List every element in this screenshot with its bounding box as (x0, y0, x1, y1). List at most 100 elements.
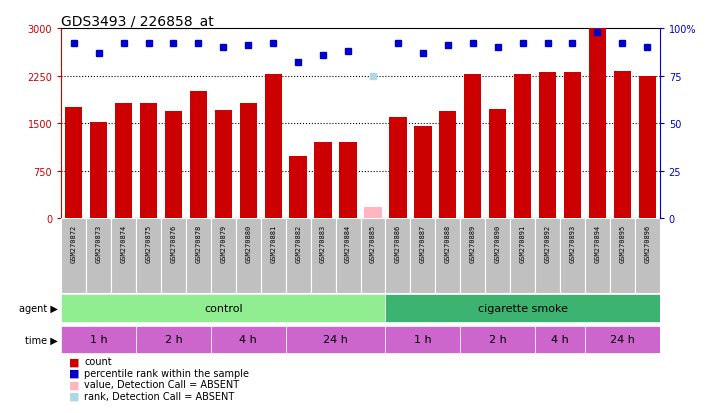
Bar (239, 104, 257, 219)
Bar (489, 109, 506, 219)
Bar (286, 326, 386, 354)
Text: ■: ■ (68, 380, 79, 389)
Bar (186, 219, 211, 293)
Bar (588, 29, 606, 219)
Bar (485, 219, 510, 293)
Bar (535, 219, 560, 293)
Bar (535, 326, 585, 354)
Text: 4 h: 4 h (239, 334, 257, 344)
Bar (61, 326, 136, 354)
Bar (460, 326, 535, 354)
Bar (340, 143, 357, 219)
Bar (360, 219, 386, 293)
Bar (161, 219, 186, 293)
Bar (87, 219, 111, 293)
Bar (585, 326, 660, 354)
Bar (439, 111, 456, 219)
Bar (364, 207, 381, 219)
Text: rank, Detection Call = ABSENT: rank, Detection Call = ABSENT (84, 391, 234, 401)
Text: GSM270886: GSM270886 (395, 224, 401, 262)
Text: count: count (84, 356, 112, 366)
Bar (236, 219, 261, 293)
Text: GSM270872: GSM270872 (71, 224, 76, 262)
Text: GSM270879: GSM270879 (221, 224, 226, 262)
Text: GDS3493 / 226858_at: GDS3493 / 226858_at (61, 15, 214, 29)
Bar (410, 219, 435, 293)
Bar (386, 295, 660, 323)
Text: GSM270881: GSM270881 (270, 224, 276, 262)
Text: percentile rank within the sample: percentile rank within the sample (84, 368, 249, 378)
Bar (510, 219, 535, 293)
Bar (335, 219, 360, 293)
Text: GSM270896: GSM270896 (645, 224, 650, 262)
Text: GSM270895: GSM270895 (619, 224, 625, 262)
Text: GSM270885: GSM270885 (370, 224, 376, 262)
Bar (539, 73, 556, 219)
Bar (211, 326, 286, 354)
Bar (165, 111, 182, 219)
Bar (61, 219, 87, 293)
Text: ■: ■ (68, 391, 79, 401)
Bar (639, 76, 656, 219)
Text: 4 h: 4 h (551, 334, 569, 344)
Text: 24 h: 24 h (610, 334, 634, 344)
Bar (610, 219, 634, 293)
Text: GSM270888: GSM270888 (445, 224, 451, 262)
Bar (286, 219, 311, 293)
Bar (140, 104, 157, 219)
Bar (314, 143, 332, 219)
Text: 1 h: 1 h (90, 334, 107, 344)
Bar (634, 219, 660, 293)
Bar (136, 219, 161, 293)
Bar (435, 219, 460, 293)
Bar (90, 123, 107, 219)
Text: control: control (204, 303, 243, 313)
Bar (65, 108, 82, 219)
Text: 2 h: 2 h (489, 334, 507, 344)
Bar (61, 295, 386, 323)
Bar (614, 71, 631, 219)
Bar (386, 219, 410, 293)
Text: cigarette smoke: cigarette smoke (477, 303, 567, 313)
Text: GSM270894: GSM270894 (594, 224, 601, 262)
Bar (261, 219, 286, 293)
Bar (289, 157, 307, 219)
Text: GSM270878: GSM270878 (195, 224, 201, 262)
Bar (190, 92, 207, 219)
Text: 2 h: 2 h (164, 334, 182, 344)
Text: 1 h: 1 h (414, 334, 432, 344)
Text: ■: ■ (68, 356, 79, 366)
Text: GSM270889: GSM270889 (469, 224, 476, 262)
Bar (585, 219, 610, 293)
Bar (265, 75, 282, 219)
Bar (386, 326, 460, 354)
Text: GSM270890: GSM270890 (495, 224, 500, 262)
Text: ■: ■ (68, 368, 79, 378)
Text: GSM270884: GSM270884 (345, 224, 351, 262)
Bar (215, 111, 232, 219)
Bar (389, 118, 407, 219)
Bar (211, 219, 236, 293)
Text: GSM270873: GSM270873 (96, 224, 102, 262)
Text: 24 h: 24 h (323, 334, 348, 344)
Text: GSM270892: GSM270892 (544, 224, 551, 262)
Text: GSM270893: GSM270893 (570, 224, 575, 262)
Text: value, Detection Call = ABSENT: value, Detection Call = ABSENT (84, 380, 239, 389)
Text: GSM270874: GSM270874 (120, 224, 127, 262)
Text: GSM270876: GSM270876 (170, 224, 177, 262)
Bar (560, 219, 585, 293)
Text: GSM270891: GSM270891 (520, 224, 526, 262)
Text: GSM270882: GSM270882 (295, 224, 301, 262)
Text: GSM270880: GSM270880 (245, 224, 252, 262)
Text: GSM270875: GSM270875 (146, 224, 151, 262)
Bar (115, 104, 133, 219)
Text: GSM270883: GSM270883 (320, 224, 326, 262)
Bar (464, 74, 482, 219)
Bar (514, 75, 531, 219)
Text: time ▶: time ▶ (25, 335, 58, 345)
Bar (564, 73, 581, 219)
Bar (460, 219, 485, 293)
Text: GSM270887: GSM270887 (420, 224, 426, 262)
Bar (414, 127, 432, 219)
Text: agent ▶: agent ▶ (19, 304, 58, 314)
